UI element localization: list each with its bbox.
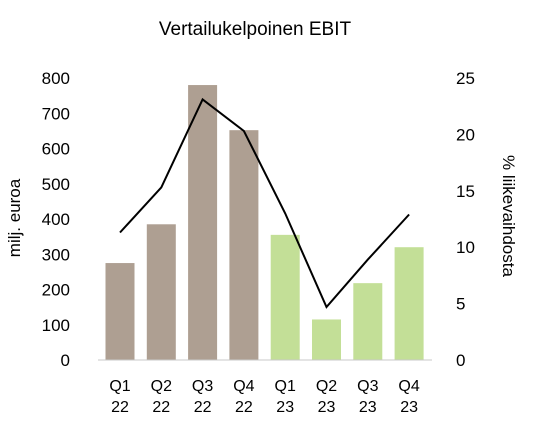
bar	[312, 319, 341, 360]
category-quarter-label: Q1	[109, 378, 130, 395]
category-year-label: 22	[111, 399, 129, 416]
bar	[146, 224, 176, 360]
right-tick-label: 10	[456, 238, 475, 257]
ebit-margin-line	[119, 97, 410, 309]
category-quarter-label: Q4	[398, 378, 419, 395]
left-axis-ticks: 0 100 200 300 400 500 600 700 800	[42, 69, 70, 370]
chart-title: Vertailukelpoinen EBIT	[159, 19, 352, 40]
left-tick-label: 800	[42, 69, 70, 88]
bar	[353, 283, 383, 360]
left-tick-label: 200	[42, 281, 70, 300]
right-axis-label: % liikevaihdosta	[499, 155, 518, 277]
bar	[105, 263, 135, 360]
category-year-label: 23	[318, 399, 336, 416]
left-tick-label: 0	[61, 351, 70, 370]
right-tick-label: 15	[456, 182, 475, 201]
left-tick-label: 100	[42, 316, 70, 335]
category-year-label: 23	[359, 399, 377, 416]
category-year-label: 22	[235, 399, 253, 416]
category-year-label: 22	[152, 399, 170, 416]
left-tick-label: 300	[42, 245, 70, 264]
right-tick-label: 0	[456, 351, 465, 370]
category-quarter-label: Q4	[233, 378, 254, 395]
right-tick-label: 25	[456, 69, 475, 88]
bar	[188, 85, 218, 361]
category-quarter-label: Q3	[192, 378, 213, 395]
category-quarter-label: Q3	[357, 378, 378, 395]
category-year-label: 23	[276, 399, 294, 416]
bar	[394, 247, 424, 360]
left-axis-label: milj. euroa	[5, 178, 24, 257]
category-quarter-label: Q1	[275, 378, 296, 395]
category-year-label: 23	[400, 399, 418, 416]
right-tick-label: 5	[456, 295, 465, 314]
left-tick-label: 700	[42, 104, 70, 123]
left-tick-label: 500	[42, 175, 70, 194]
bar-series	[105, 85, 424, 361]
bar	[270, 234, 300, 360]
category-quarter-label: Q2	[151, 378, 172, 395]
left-tick-label: 400	[42, 210, 70, 229]
right-axis-ticks: 0 5 10 15 20 25	[456, 69, 475, 370]
right-tick-label: 20	[456, 125, 475, 144]
category-labels: Q1 22 Q2 22 Q3 22 Q4 22 Q1 23 Q2 23 Q3 23 Q4 23	[109, 378, 420, 416]
category-year-label: 22	[194, 399, 212, 416]
category-quarter-label: Q2	[316, 378, 337, 395]
bar	[229, 130, 259, 360]
left-tick-label: 600	[42, 140, 70, 159]
